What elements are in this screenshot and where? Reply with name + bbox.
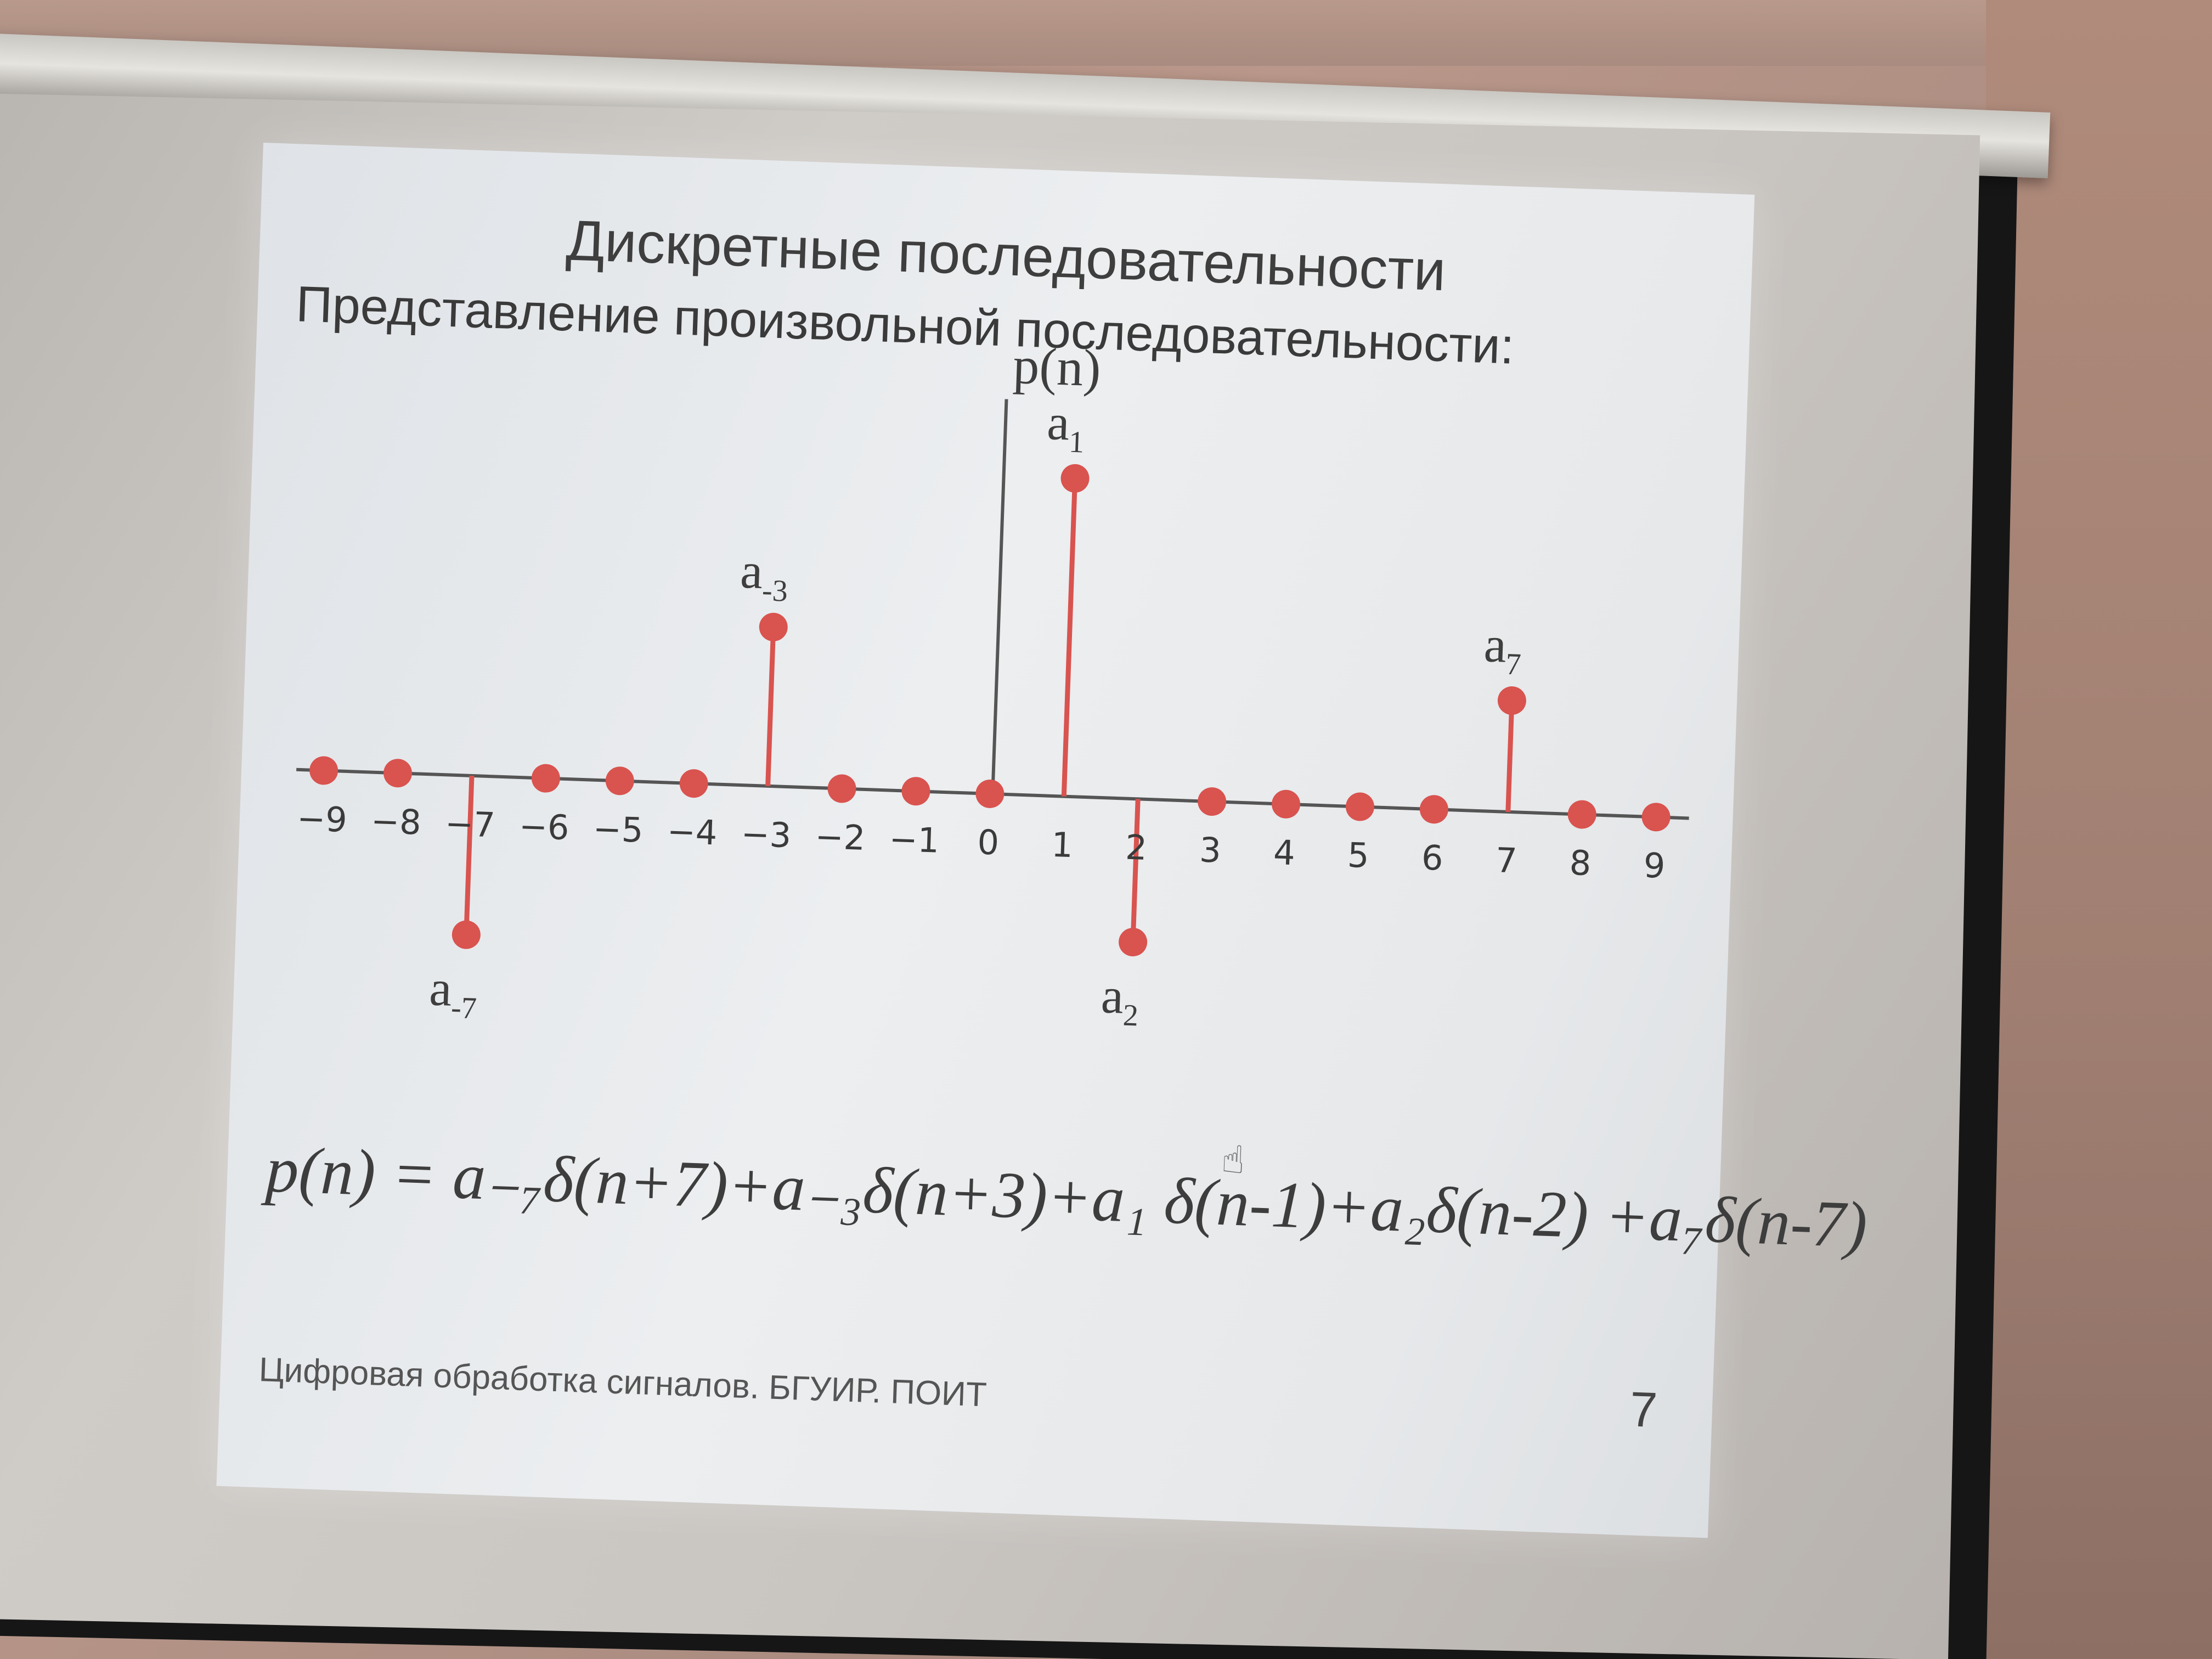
stem-label: a7 [1483,616,1523,681]
stem-label: a-7 [428,960,478,1026]
stem-line [1061,478,1078,797]
stem-line [464,775,475,935]
stem-marker [1345,792,1374,821]
stem-label: a2 [1100,967,1140,1032]
stem-marker [1567,800,1596,829]
stem-marker [1641,803,1671,832]
stem-label: a1 [1046,394,1086,459]
stem-line [1505,700,1515,812]
x-tick-label: 8 [1569,843,1592,883]
y-axis [991,399,1008,794]
x-tick-label: −5 [592,809,644,850]
x-tick-label: −6 [518,806,570,848]
x-tick-label: 9 [1643,845,1666,886]
stem-marker [975,779,1005,808]
stem-marker [605,766,634,795]
x-tick-label: −1 [888,819,940,861]
x-tick-label: 0 [977,822,1000,862]
x-tick-label: 3 [1199,830,1222,870]
stem-marker [679,769,708,798]
x-tick-label: 1 [1051,825,1074,865]
stem-marker [452,920,481,949]
x-tick-label: −9 [296,798,348,840]
x-tick-label: −7 [444,803,496,845]
stem-line [765,627,776,786]
stem-marker [1419,795,1448,824]
x-tick-label: −3 [741,814,792,855]
stem-marker [1198,787,1227,816]
stem-markers [309,464,1671,957]
x-tick-label: 5 [1347,835,1370,876]
x-tick-label: −8 [370,801,422,843]
stem-marker [309,756,338,785]
x-tick-label: 2 [1125,827,1148,868]
stem-marker [759,612,788,641]
stem-marker [1119,928,1148,957]
x-tick-label: 6 [1421,837,1444,878]
stem-marker [901,777,930,806]
stem-line [1130,799,1141,943]
stem-marker [827,774,856,803]
plot-axes: p(n) [296,336,1689,820]
x-tick-label: 4 [1273,832,1296,873]
hand-pointer-icon: ☝ [1220,1137,1246,1183]
stem-marker [1060,464,1090,493]
stem-marker [1272,789,1301,819]
x-tick-label: 7 [1495,840,1518,881]
stem-marker [383,759,413,788]
y-axis-label: p(n) [1012,336,1102,398]
x-tick-label: −4 [667,811,718,853]
slide-page-number: 7 [1629,1382,1658,1438]
stem-label: a-3 [739,543,789,608]
stem-labels: a-7 a-3 a1 a2 a7 [428,394,1523,1032]
tick-labels: −9 −8 −7 −6 −5 −4 −3 −2 −1 0 1 2 3 4 5 6 7 8 9 [296,798,1666,886]
wall [1986,0,2212,1659]
x-tick-label: −2 [815,816,866,858]
stem-marker [531,764,560,793]
projected-slide: Дискретные последовательности Представле… [216,143,1869,1538]
stem-marker [1497,686,1526,715]
stem-plot: p(n) −9 −8 −7 −6 −5 −4 −3 −2 −1 0 1 2 3 4 5 6 7 8 9 a-7 a-3… [296,336,1689,1033]
